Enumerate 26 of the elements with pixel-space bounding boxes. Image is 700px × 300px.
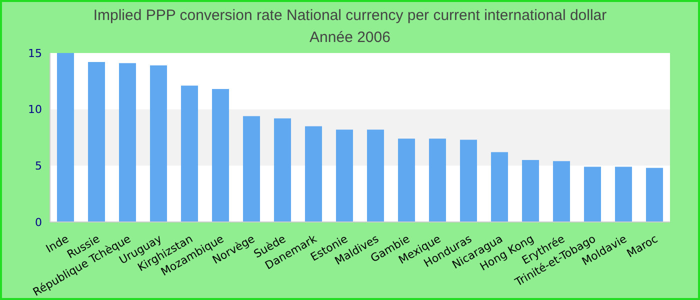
bar bbox=[57, 53, 74, 222]
bar bbox=[181, 86, 198, 222]
bar bbox=[522, 160, 539, 222]
bar bbox=[615, 166, 632, 222]
bar bbox=[584, 166, 601, 222]
bar bbox=[491, 152, 508, 222]
y-tick-label: 10 bbox=[28, 103, 42, 116]
y-tick-label: 0 bbox=[35, 216, 42, 229]
bar bbox=[460, 140, 477, 222]
bar bbox=[150, 65, 167, 222]
bar bbox=[367, 130, 384, 222]
bar bbox=[553, 161, 570, 222]
bar bbox=[212, 89, 229, 222]
bar bbox=[88, 62, 105, 222]
y-tick-label: 5 bbox=[35, 160, 42, 173]
chart-title: Implied PPP conversion rate National currency per current international dollar bbox=[92, 6, 608, 26]
bar bbox=[305, 126, 322, 222]
bar bbox=[429, 138, 446, 222]
bar bbox=[243, 116, 260, 222]
bar bbox=[398, 138, 415, 222]
bar bbox=[274, 118, 291, 222]
bar bbox=[119, 63, 136, 222]
chart-subtitle: Année 2006 bbox=[310, 29, 390, 46]
y-tick-label: 15 bbox=[28, 46, 42, 60]
bar bbox=[646, 168, 663, 222]
bar bbox=[336, 130, 353, 222]
